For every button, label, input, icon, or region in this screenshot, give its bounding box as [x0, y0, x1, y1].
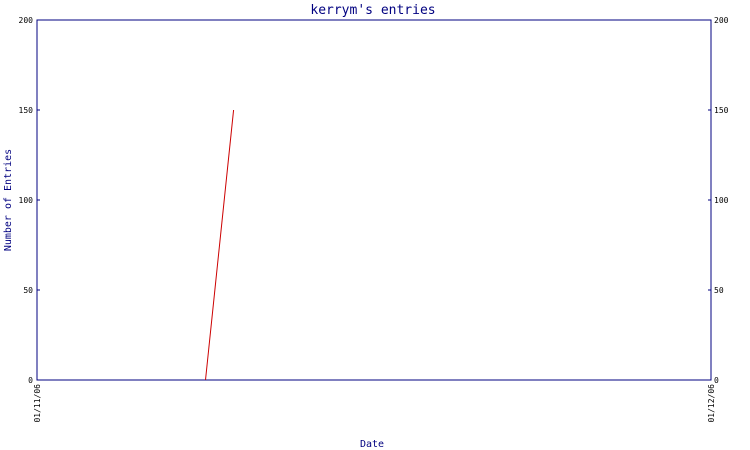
x-axis: 01/11/06 01/12/06 — [33, 377, 716, 423]
y-tick-label-left: 50 — [23, 286, 33, 295]
y-tick-label-left: 100 — [19, 196, 34, 205]
series-line — [205, 109, 235, 381]
y-axis-title: Number of Entries — [3, 149, 14, 251]
y-tick-label-left: 0 — [28, 376, 33, 385]
x-axis-title: Date — [360, 439, 384, 450]
y-axis-left: 0 50 100 150 200 — [19, 16, 40, 385]
y-tick-label-right: 100 — [714, 196, 729, 205]
y-tick-label-left: 150 — [19, 106, 34, 115]
y-tick-label-right: 200 — [714, 16, 729, 25]
y-tick-label-right: 0 — [714, 376, 719, 385]
y-axis-right: 0 50 100 150 200 — [708, 16, 729, 385]
y-tick-label-left: 200 — [19, 16, 34, 25]
y-tick-label-right: 50 — [714, 286, 724, 295]
plot-area — [36, 19, 712, 381]
x-tick-label: 01/12/06 — [707, 384, 716, 423]
x-tick-label: 01/11/06 — [33, 384, 42, 423]
chart-title: kerrym's entries — [310, 3, 435, 18]
series-group — [205, 109, 235, 381]
y-tick-label-right: 150 — [714, 106, 729, 115]
